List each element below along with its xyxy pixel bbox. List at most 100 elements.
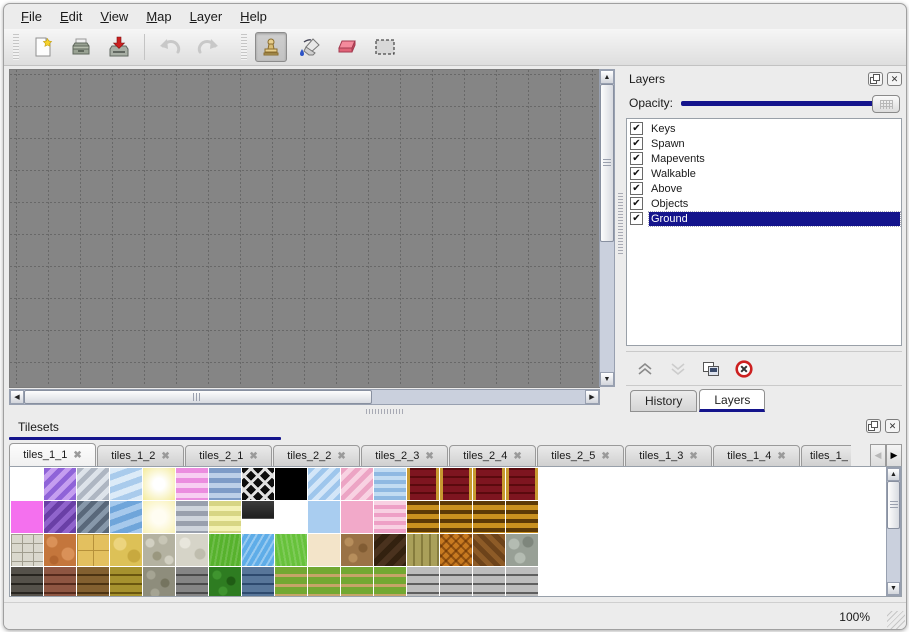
undo-button[interactable] bbox=[154, 32, 186, 62]
tile-brown-gold[interactable] bbox=[407, 501, 439, 533]
tile-cream[interactable] bbox=[308, 534, 340, 566]
tile-grass-bright[interactable] bbox=[275, 534, 307, 566]
tile-tile-tan[interactable] bbox=[77, 534, 109, 566]
scroll-right-icon[interactable]: ▶ bbox=[585, 390, 599, 404]
menu-item-view[interactable]: View bbox=[100, 9, 129, 24]
tile-cobble-orange[interactable] bbox=[44, 534, 76, 566]
scrollbar-thumb[interactable] bbox=[600, 84, 614, 243]
tile-stone-blocks[interactable] bbox=[11, 534, 43, 566]
delete-layer-button[interactable] bbox=[735, 359, 753, 378]
menu-item-map[interactable]: Map bbox=[146, 9, 172, 24]
tile-pink-hstripes[interactable] bbox=[176, 468, 208, 500]
tile-lattice[interactable] bbox=[242, 468, 274, 500]
tile-pink-waves[interactable] bbox=[374, 501, 406, 533]
layer-visibility-checkbox[interactable]: ✔ bbox=[630, 197, 643, 210]
panel-tab-layers[interactable]: Layers bbox=[699, 389, 766, 412]
tile-plank-gray[interactable] bbox=[407, 567, 439, 596]
scroll-left-icon[interactable]: ◀ bbox=[10, 390, 24, 404]
layer-visibility-checkbox[interactable]: ✔ bbox=[630, 212, 643, 225]
tileset-tab-tiles_2_2[interactable]: tiles_2_2 ✖ bbox=[273, 445, 360, 467]
tile-plank-gray[interactable] bbox=[473, 567, 505, 596]
tile-weave-orange[interactable] bbox=[440, 534, 472, 566]
tile-grass-path[interactable] bbox=[308, 567, 340, 596]
layer-row-ground[interactable]: ✔ Ground bbox=[627, 210, 901, 227]
layer-visibility-checkbox[interactable]: ✔ bbox=[630, 167, 643, 180]
tile-blue-hstripes[interactable] bbox=[209, 468, 241, 500]
tileset-vertical-scrollbar[interactable]: ▲ ▼ bbox=[886, 467, 901, 596]
scrollbar-track[interactable] bbox=[600, 84, 614, 372]
layer-visibility-checkbox[interactable]: ✔ bbox=[630, 182, 643, 195]
tile-grass-path[interactable] bbox=[275, 567, 307, 596]
tab-scroll-right-button[interactable]: ▶ bbox=[886, 444, 902, 467]
opacity-slider[interactable] bbox=[681, 94, 900, 113]
resize-grip[interactable] bbox=[887, 611, 905, 629]
layer-row-mapevents[interactable]: ✔ Mapevents bbox=[627, 151, 901, 166]
redo-button[interactable] bbox=[192, 32, 224, 62]
scrollbar-thumb[interactable] bbox=[887, 481, 900, 530]
tile-brown-gold[interactable] bbox=[473, 501, 505, 533]
tile-herringbone[interactable] bbox=[473, 534, 505, 566]
scroll-down-icon[interactable]: ▼ bbox=[887, 582, 900, 595]
tab-close-icon[interactable]: ✖ bbox=[249, 450, 258, 462]
tab-close-icon[interactable]: ✖ bbox=[689, 450, 698, 462]
tile-stone-light[interactable] bbox=[176, 534, 208, 566]
tile-red-gold[interactable] bbox=[407, 468, 439, 500]
scrollbar-track[interactable] bbox=[24, 390, 585, 404]
layer-row-spawn[interactable]: ✔ Spawn bbox=[627, 136, 901, 151]
tab-close-icon[interactable]: ✖ bbox=[73, 449, 82, 461]
close-panel-button[interactable]: ✕ bbox=[887, 72, 902, 86]
tileset-tab-tiles_1[interactable]: tiles_1_ bbox=[801, 445, 851, 467]
tile-brick-redbrown[interactable] bbox=[44, 567, 76, 596]
tileset-tab-tiles_2_4[interactable]: tiles_2_4 ✖ bbox=[449, 445, 536, 467]
duplicate-layer-button[interactable] bbox=[702, 361, 720, 377]
tile-brick-darkgray[interactable] bbox=[11, 567, 43, 596]
tile-glow-yellow[interactable] bbox=[143, 468, 175, 500]
tile-brick-gray[interactable] bbox=[176, 567, 208, 596]
tile-brick-brown[interactable] bbox=[77, 567, 109, 596]
layer-row-walkable[interactable]: ✔ Walkable bbox=[627, 166, 901, 181]
tile-stones-gray[interactable] bbox=[506, 534, 538, 566]
scroll-up-icon[interactable]: ▲ bbox=[887, 468, 900, 481]
tile-water-pale[interactable] bbox=[110, 468, 142, 500]
float-panel-button[interactable] bbox=[866, 419, 881, 433]
menu-item-help[interactable]: Help bbox=[240, 9, 267, 24]
tileset-tab-tiles_1_1[interactable]: tiles_1_1 ✖ bbox=[9, 443, 96, 467]
tile-red-gold[interactable] bbox=[440, 468, 472, 500]
toolbar-grip[interactable] bbox=[13, 34, 19, 60]
fill-tool-button[interactable] bbox=[293, 32, 325, 62]
layer-row-above[interactable]: ✔ Above bbox=[627, 181, 901, 196]
tile-planks-olive[interactable] bbox=[407, 534, 439, 566]
scrollbar-thumb[interactable] bbox=[24, 390, 372, 404]
tile-pebble-gray[interactable] bbox=[143, 534, 175, 566]
tile-brown-gold[interactable] bbox=[440, 501, 472, 533]
tab-close-icon[interactable]: ✖ bbox=[601, 450, 610, 462]
close-panel-button[interactable]: ✕ bbox=[885, 419, 900, 433]
tile-stone-dyellow[interactable] bbox=[110, 567, 142, 596]
tileset-tab-tiles_1_2[interactable]: tiles_1_2 ✖ bbox=[97, 445, 184, 467]
tab-close-icon[interactable]: ✖ bbox=[161, 450, 170, 462]
menu-item-file[interactable]: File bbox=[21, 9, 42, 24]
tile-blue-diag[interactable] bbox=[308, 468, 340, 500]
tile-magenta[interactable] bbox=[11, 501, 43, 533]
tile-wood-dark[interactable] bbox=[374, 534, 406, 566]
canvas-horizontal-scrollbar[interactable]: ◀ ▶ bbox=[9, 389, 600, 405]
tile-empty[interactable] bbox=[275, 501, 307, 533]
toolbar-grip[interactable] bbox=[241, 34, 247, 60]
raise-layer-button[interactable] bbox=[636, 361, 654, 377]
tile-dark-plate[interactable] bbox=[242, 501, 274, 533]
menu-item-layer[interactable]: Layer bbox=[189, 9, 223, 24]
map-canvas[interactable] bbox=[9, 69, 600, 388]
tile-pink-diag[interactable] bbox=[341, 468, 373, 500]
save-map-button[interactable] bbox=[103, 32, 135, 62]
tile-silver-diag[interactable] bbox=[77, 468, 109, 500]
layer-visibility-checkbox[interactable]: ✔ bbox=[630, 122, 643, 135]
scrollbar-track[interactable] bbox=[887, 481, 900, 582]
tile-gray-dark-diag[interactable] bbox=[77, 501, 109, 533]
tile-stone-yellow[interactable] bbox=[110, 534, 142, 566]
lower-layer-button[interactable] bbox=[669, 361, 687, 377]
tile-purple-dark-diag[interactable] bbox=[44, 501, 76, 533]
tile-lightblue[interactable] bbox=[308, 501, 340, 533]
panel-tab-history[interactable]: History bbox=[630, 390, 698, 412]
tile-pebble-brown[interactable] bbox=[341, 534, 373, 566]
tile-yellow-hstripes[interactable] bbox=[209, 501, 241, 533]
